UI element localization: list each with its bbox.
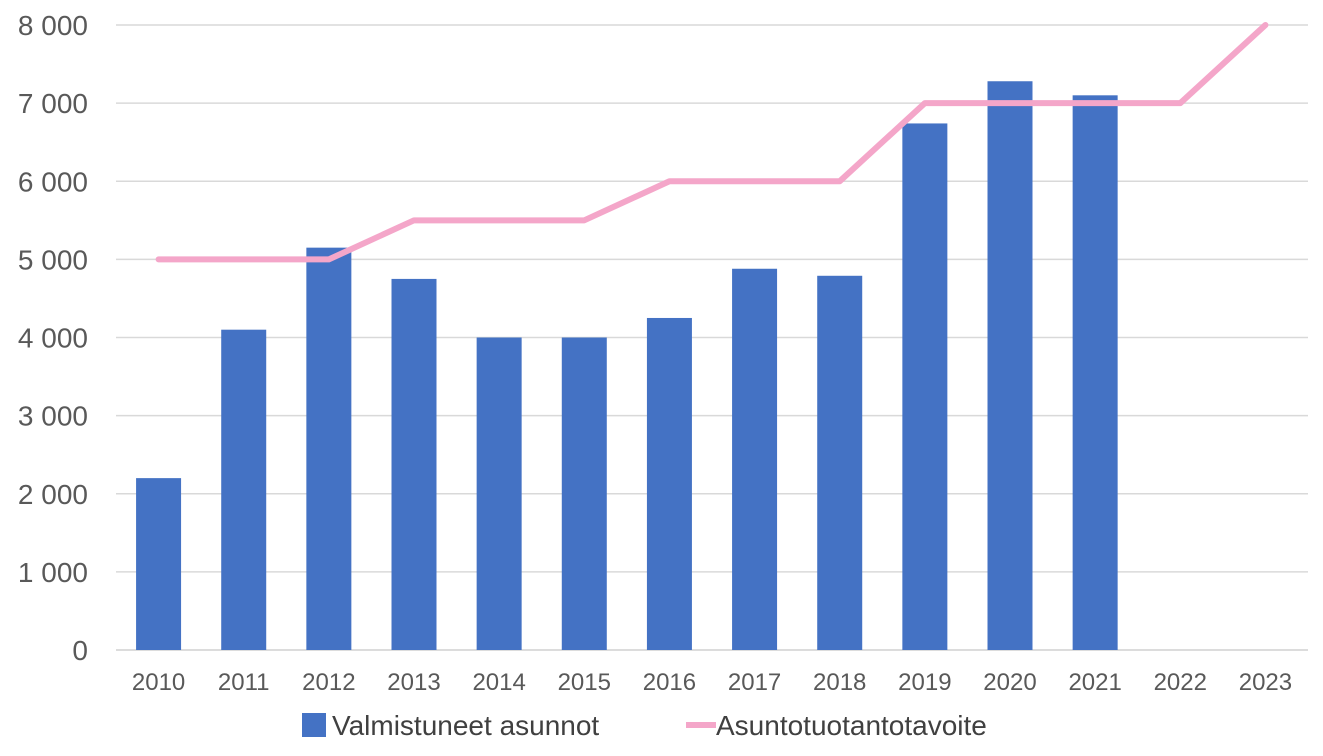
bar-2016 — [646, 317, 692, 650]
legend-swatch-bar — [302, 713, 326, 737]
x-tick-label: 2022 — [1154, 669, 1207, 696]
y-tick-label: 0 — [72, 635, 88, 666]
legend-label-line: Asuntotuotantotavoite — [716, 710, 987, 741]
bar-2018 — [817, 275, 863, 650]
x-tick-label: 2012 — [302, 669, 355, 696]
x-tick-label: 2021 — [1068, 669, 1121, 696]
x-tick-label: 2010 — [132, 669, 185, 696]
x-tick-label: 2023 — [1239, 669, 1292, 696]
bar-2011 — [221, 329, 267, 650]
y-tick-label: 5 000 — [18, 244, 88, 275]
x-tick-label: 2018 — [813, 669, 866, 696]
bar-2020 — [987, 81, 1033, 650]
bar-2019 — [902, 123, 948, 650]
y-tick-label: 1 000 — [18, 557, 88, 588]
bar-2015 — [561, 337, 607, 650]
x-tick-label: 2017 — [728, 669, 781, 696]
bar-2017 — [732, 268, 778, 650]
gridlines — [116, 24, 1308, 651]
x-tick-label: 2011 — [218, 669, 270, 696]
line-asuntotuotantotavoite — [155, 22, 1269, 263]
y-tick-label: 4 000 — [18, 323, 88, 354]
y-tick-label: 3 000 — [18, 401, 88, 432]
x-tick-label: 2020 — [983, 669, 1036, 696]
bar-2014 — [476, 337, 522, 650]
bar-2012 — [306, 247, 352, 650]
y-tick-label: 6 000 — [18, 166, 88, 197]
y-axis-tick-labels: 0 1 000 2 000 3 000 4 000 5 000 6 000 7 000 8 00… — [18, 10, 88, 666]
bar-2010 — [136, 478, 182, 650]
legend-label-bar: Valmistuneet asunnot — [332, 710, 599, 741]
y-tick-label: 2 000 — [18, 479, 88, 510]
x-axis-tick-labels: 2010 2011 2012 2013 2014 2015 2016 2017 2018 2019… — [132, 669, 1292, 696]
x-tick-label: 2019 — [898, 669, 951, 696]
y-tick-label: 8 000 — [18, 10, 88, 41]
x-tick-label: 2013 — [387, 669, 440, 696]
legend: Valmistuneet asunnot Asuntotuotantotavoi… — [302, 710, 987, 741]
x-tick-label: 2016 — [643, 669, 696, 696]
x-tick-label: 2014 — [472, 669, 525, 696]
bars-valmistuneet-asunnot — [136, 81, 1118, 650]
x-tick-label: 2015 — [558, 669, 611, 696]
y-tick-label: 7 000 — [18, 88, 88, 119]
line-series-path — [155, 22, 1269, 263]
bar-2021 — [1072, 95, 1118, 650]
bar-2013 — [391, 278, 437, 650]
